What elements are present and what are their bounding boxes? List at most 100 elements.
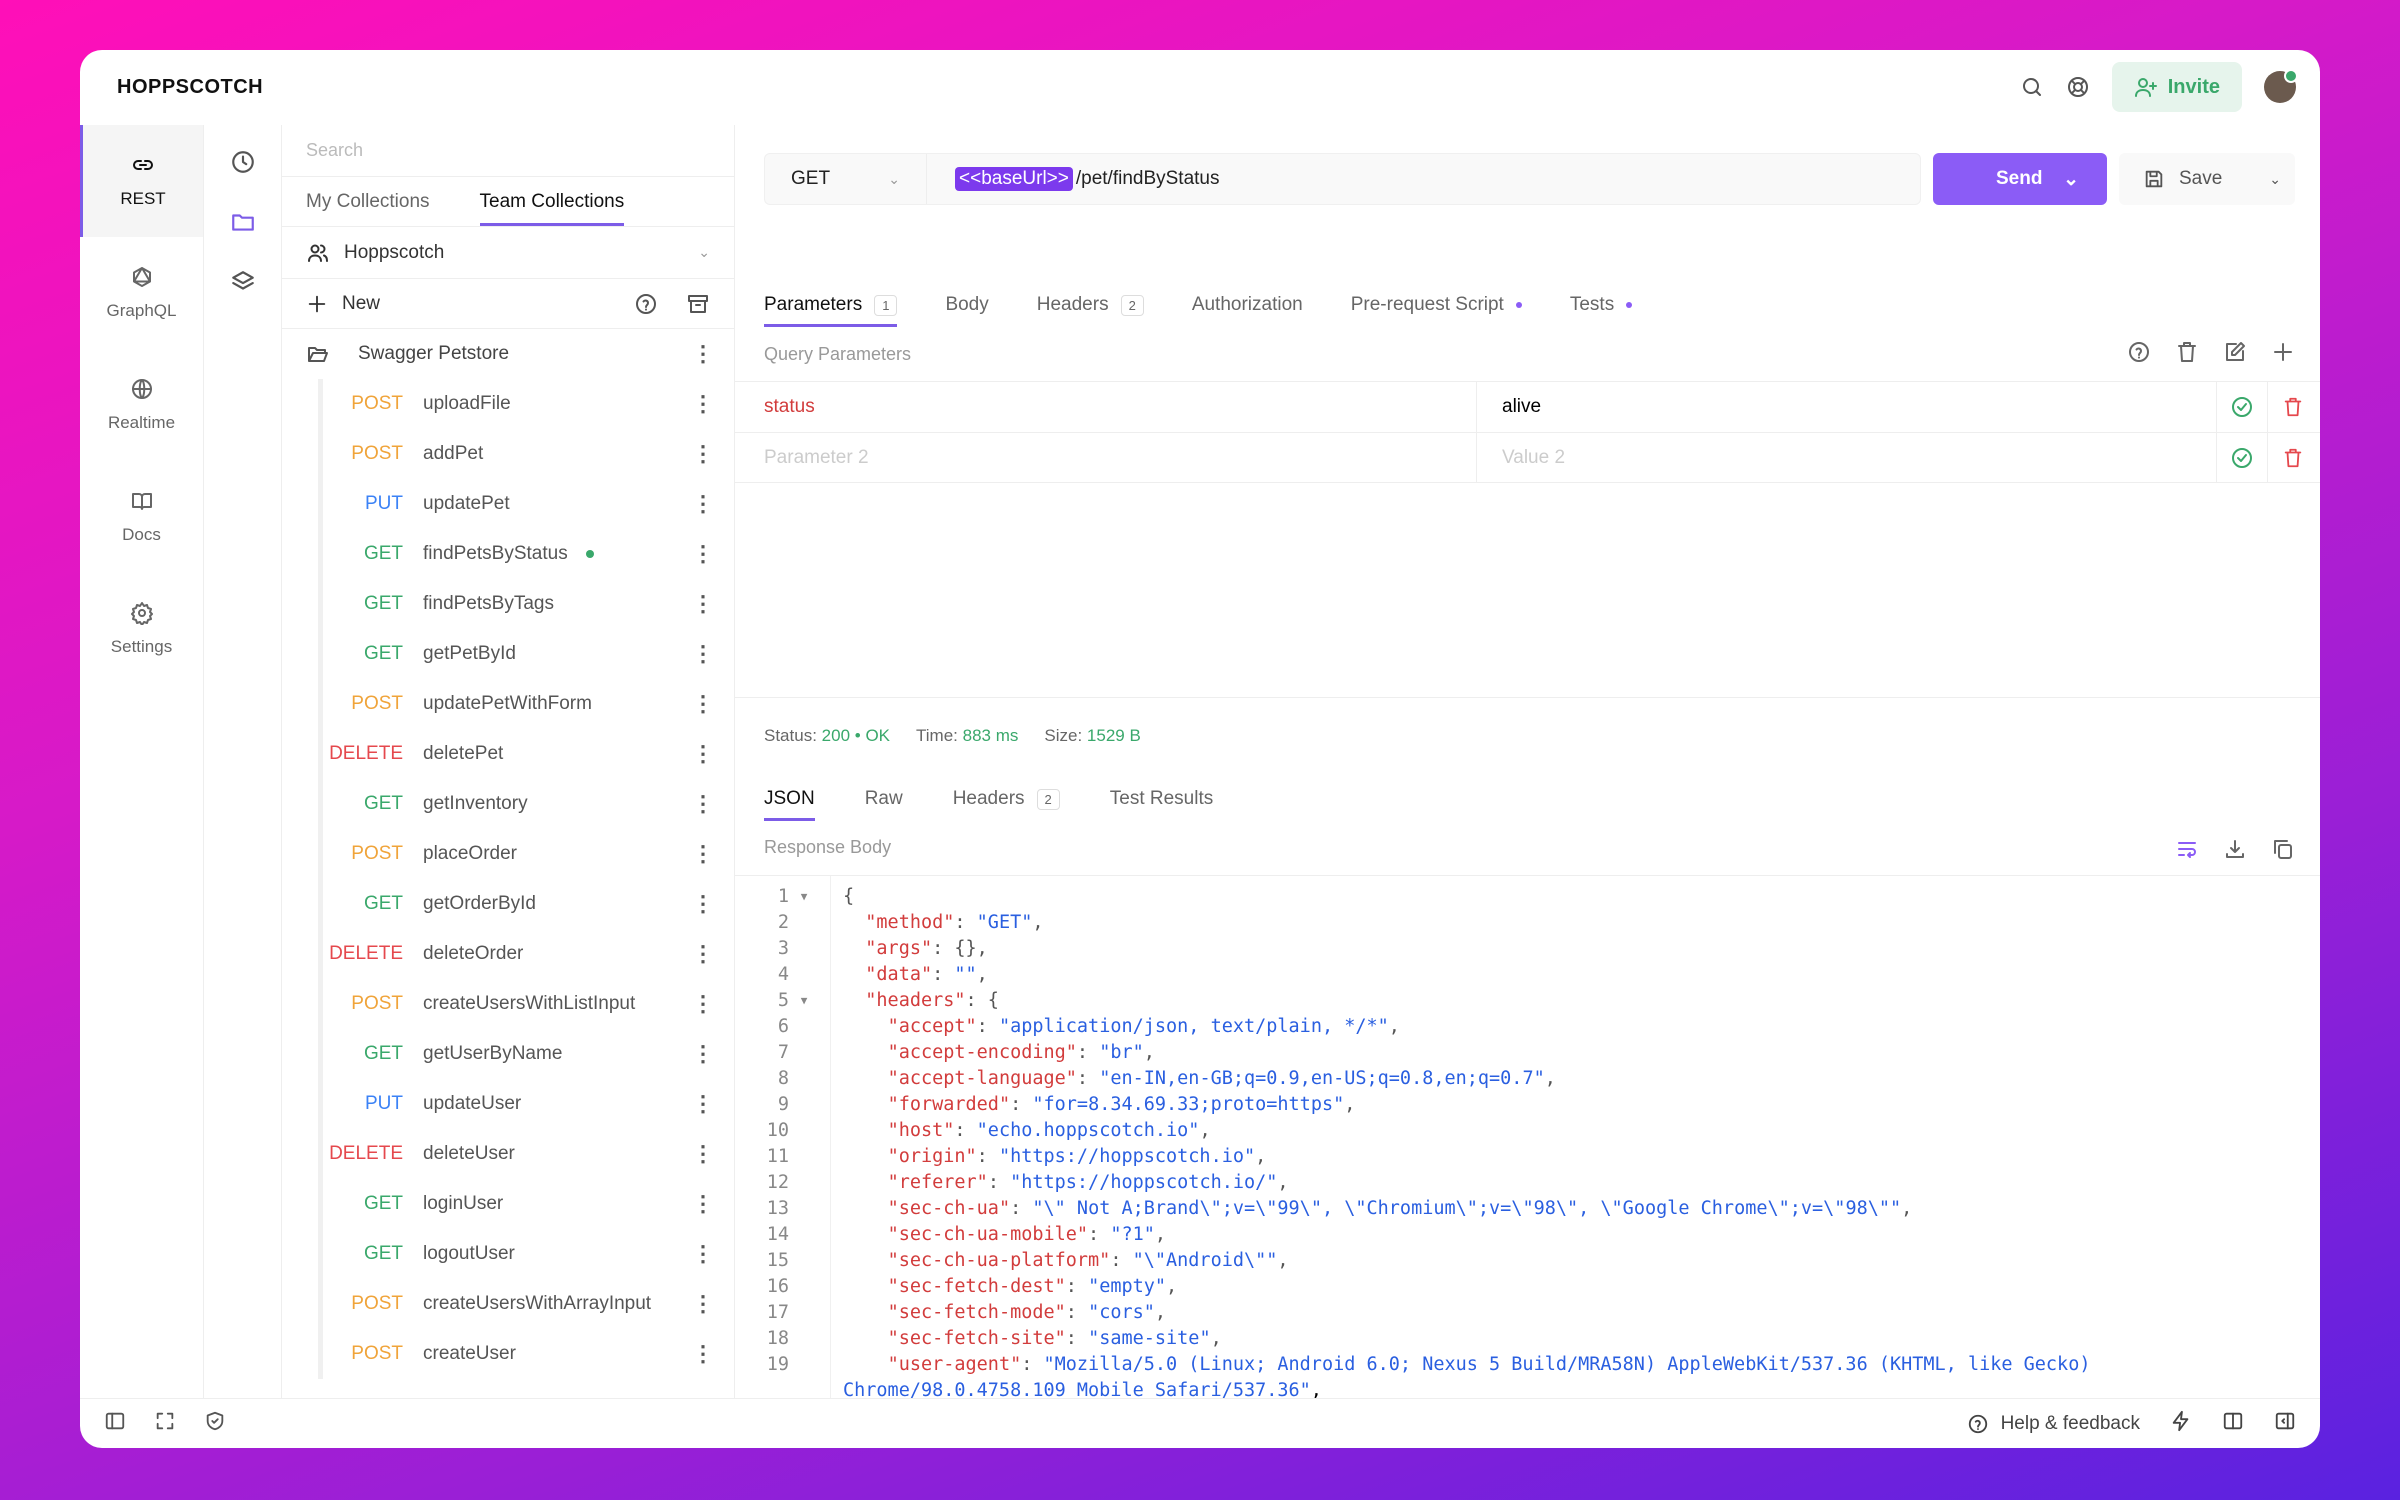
chevron-down-icon[interactable]: ⌄ xyxy=(2269,170,2281,187)
tab-pre-request-script[interactable]: Pre-request Script xyxy=(1351,283,1522,327)
nav-realtime[interactable]: Realtime xyxy=(80,349,203,461)
request-item[interactable]: GET getInventory ⋮ xyxy=(318,779,734,829)
nav-rest[interactable]: REST xyxy=(80,125,203,237)
trash-icon[interactable] xyxy=(2268,382,2318,432)
request-item[interactable]: PUT updatePet ⋮ xyxy=(318,479,734,529)
request-item[interactable]: POST placeOrder ⋮ xyxy=(318,829,734,879)
more-icon[interactable]: ⋮ xyxy=(692,1141,714,1166)
more-icon[interactable]: ⋮ xyxy=(692,791,714,816)
more-icon[interactable]: ⋮ xyxy=(692,1341,714,1366)
request-item[interactable]: POST uploadFile ⋮ xyxy=(318,379,734,429)
tab-tests[interactable]: Tests xyxy=(1570,283,1633,327)
tab-body[interactable]: Body xyxy=(945,283,988,327)
sidebar-right-icon[interactable] xyxy=(2274,1410,2296,1438)
request-item[interactable]: PUT updateUser ⋮ xyxy=(318,1079,734,1129)
response-tab-json[interactable]: JSON xyxy=(764,777,815,821)
param-key-input[interactable]: status xyxy=(735,382,1477,432)
wrap-lines-icon[interactable] xyxy=(2175,837,2199,866)
shield-icon[interactable] xyxy=(204,1410,226,1437)
tab-headers[interactable]: Headers 2 xyxy=(1037,283,1144,327)
more-icon[interactable]: ⋮ xyxy=(692,541,714,566)
trash-icon[interactable] xyxy=(2268,433,2318,482)
tab-authorization[interactable]: Authorization xyxy=(1192,283,1303,327)
more-icon[interactable]: ⋮ xyxy=(692,891,714,916)
fold-arrow-icon[interactable]: ▼ xyxy=(800,994,808,1007)
more-icon[interactable]: ⋮ xyxy=(692,1041,714,1066)
request-item[interactable]: GET getOrderById ⋮ xyxy=(318,879,734,929)
more-icon[interactable]: ⋮ xyxy=(692,341,714,366)
help-feedback-button[interactable]: Help & feedback xyxy=(1967,1413,2140,1435)
folder-icon[interactable] xyxy=(230,209,256,235)
pane-divider[interactable] xyxy=(735,697,2320,698)
more-icon[interactable]: ⋮ xyxy=(692,1241,714,1266)
request-item[interactable]: POST createUsersWithArrayInput ⋮ xyxy=(318,1279,734,1329)
tab-team-collections[interactable]: Team Collections xyxy=(479,177,624,226)
more-icon[interactable]: ⋮ xyxy=(692,641,714,666)
response-tab-headers[interactable]: Headers 2 xyxy=(953,777,1060,821)
fold-arrow-icon[interactable]: ▼ xyxy=(800,890,808,903)
more-icon[interactable]: ⋮ xyxy=(692,441,714,466)
search-icon[interactable] xyxy=(2020,75,2044,99)
request-item[interactable]: GET findPetsByTags ⋮ xyxy=(318,579,734,629)
response-tab-test-results[interactable]: Test Results xyxy=(1110,777,1213,821)
request-item[interactable]: POST updatePetWithForm ⋮ xyxy=(318,679,734,729)
add-param-icon[interactable] xyxy=(2271,340,2295,369)
url-input[interactable]: <<baseUrl>>/pet/findByStatus xyxy=(927,154,1220,204)
more-icon[interactable]: ⋮ xyxy=(692,941,714,966)
tab-my-collections[interactable]: My Collections xyxy=(306,190,430,212)
sidebar-toggle-icon[interactable] xyxy=(104,1410,126,1437)
avatar[interactable] xyxy=(2264,69,2298,103)
request-item[interactable]: GET getPetById ⋮ xyxy=(318,629,734,679)
history-icon[interactable] xyxy=(230,149,256,175)
param-value-input[interactable]: Value 2 xyxy=(1477,433,2217,482)
request-item[interactable]: DELETE deleteOrder ⋮ xyxy=(318,929,734,979)
more-icon[interactable]: ⋮ xyxy=(692,991,714,1016)
archive-icon[interactable] xyxy=(686,292,710,316)
send-button[interactable]: Send ⌄ xyxy=(1933,153,2107,205)
invite-button[interactable]: Invite xyxy=(2111,62,2242,112)
new-collection-button[interactable]: New xyxy=(306,293,380,315)
tab-parameters[interactable]: Parameters 1 xyxy=(764,283,898,327)
app-logo[interactable]: HOPPSCOTCH xyxy=(117,76,264,98)
team-selector[interactable]: Hoppscotch ⌄ xyxy=(282,227,734,279)
check-circle-icon[interactable] xyxy=(2217,433,2268,482)
more-icon[interactable]: ⋮ xyxy=(692,741,714,766)
param-key-input[interactable]: Parameter 2 xyxy=(735,433,1477,482)
request-item[interactable]: DELETE deleteUser ⋮ xyxy=(318,1129,734,1179)
more-icon[interactable]: ⋮ xyxy=(692,1091,714,1116)
method-select[interactable]: GET ⌄ xyxy=(765,154,927,204)
split-layout-icon[interactable] xyxy=(2222,1410,2244,1438)
response-body-editor[interactable]: 1 ▼{2 "method": "GET", 3 "args": {}, 4 "dat… xyxy=(735,875,2320,1398)
chevron-down-icon[interactable]: ⌄ xyxy=(2063,168,2079,190)
layers-icon[interactable] xyxy=(230,269,256,295)
request-item[interactable]: GET findPetsByStatus ⋮ xyxy=(318,529,734,579)
save-button[interactable]: Save ⌄ xyxy=(2119,153,2295,205)
nav-graphql[interactable]: GraphQL xyxy=(80,237,203,349)
copy-icon[interactable] xyxy=(2271,837,2295,866)
delete-all-icon[interactable] xyxy=(2175,340,2199,369)
check-circle-icon[interactable] xyxy=(2217,382,2268,432)
response-tab-raw[interactable]: Raw xyxy=(865,777,903,821)
more-icon[interactable]: ⋮ xyxy=(692,1191,714,1216)
nav-settings[interactable]: Settings xyxy=(80,573,203,685)
more-icon[interactable]: ⋮ xyxy=(692,491,714,516)
request-item[interactable]: GET loginUser ⋮ xyxy=(318,1179,734,1229)
request-item[interactable]: DELETE deletePet ⋮ xyxy=(318,729,734,779)
request-item[interactable]: GET getUserByName ⋮ xyxy=(318,1029,734,1079)
more-icon[interactable]: ⋮ xyxy=(692,591,714,616)
more-icon[interactable]: ⋮ xyxy=(692,691,714,716)
param-value-input[interactable]: alive xyxy=(1477,382,2217,432)
more-icon[interactable]: ⋮ xyxy=(692,1291,714,1316)
more-icon[interactable]: ⋮ xyxy=(692,841,714,866)
lightning-icon[interactable] xyxy=(2170,1410,2192,1438)
collection-folder[interactable]: Swagger Petstore ⋮ xyxy=(282,329,734,379)
request-item[interactable]: POST createUsersWithListInput ⋮ xyxy=(318,979,734,1029)
download-icon[interactable] xyxy=(2223,837,2247,866)
bulk-edit-icon[interactable] xyxy=(2223,340,2247,369)
search-input[interactable]: Search xyxy=(282,125,734,177)
nav-docs[interactable]: Docs xyxy=(80,461,203,573)
more-icon[interactable]: ⋮ xyxy=(692,391,714,416)
request-item[interactable]: POST createUser ⋮ xyxy=(318,1329,734,1379)
help-icon[interactable] xyxy=(2127,340,2151,369)
request-item[interactable]: GET logoutUser ⋮ xyxy=(318,1229,734,1279)
